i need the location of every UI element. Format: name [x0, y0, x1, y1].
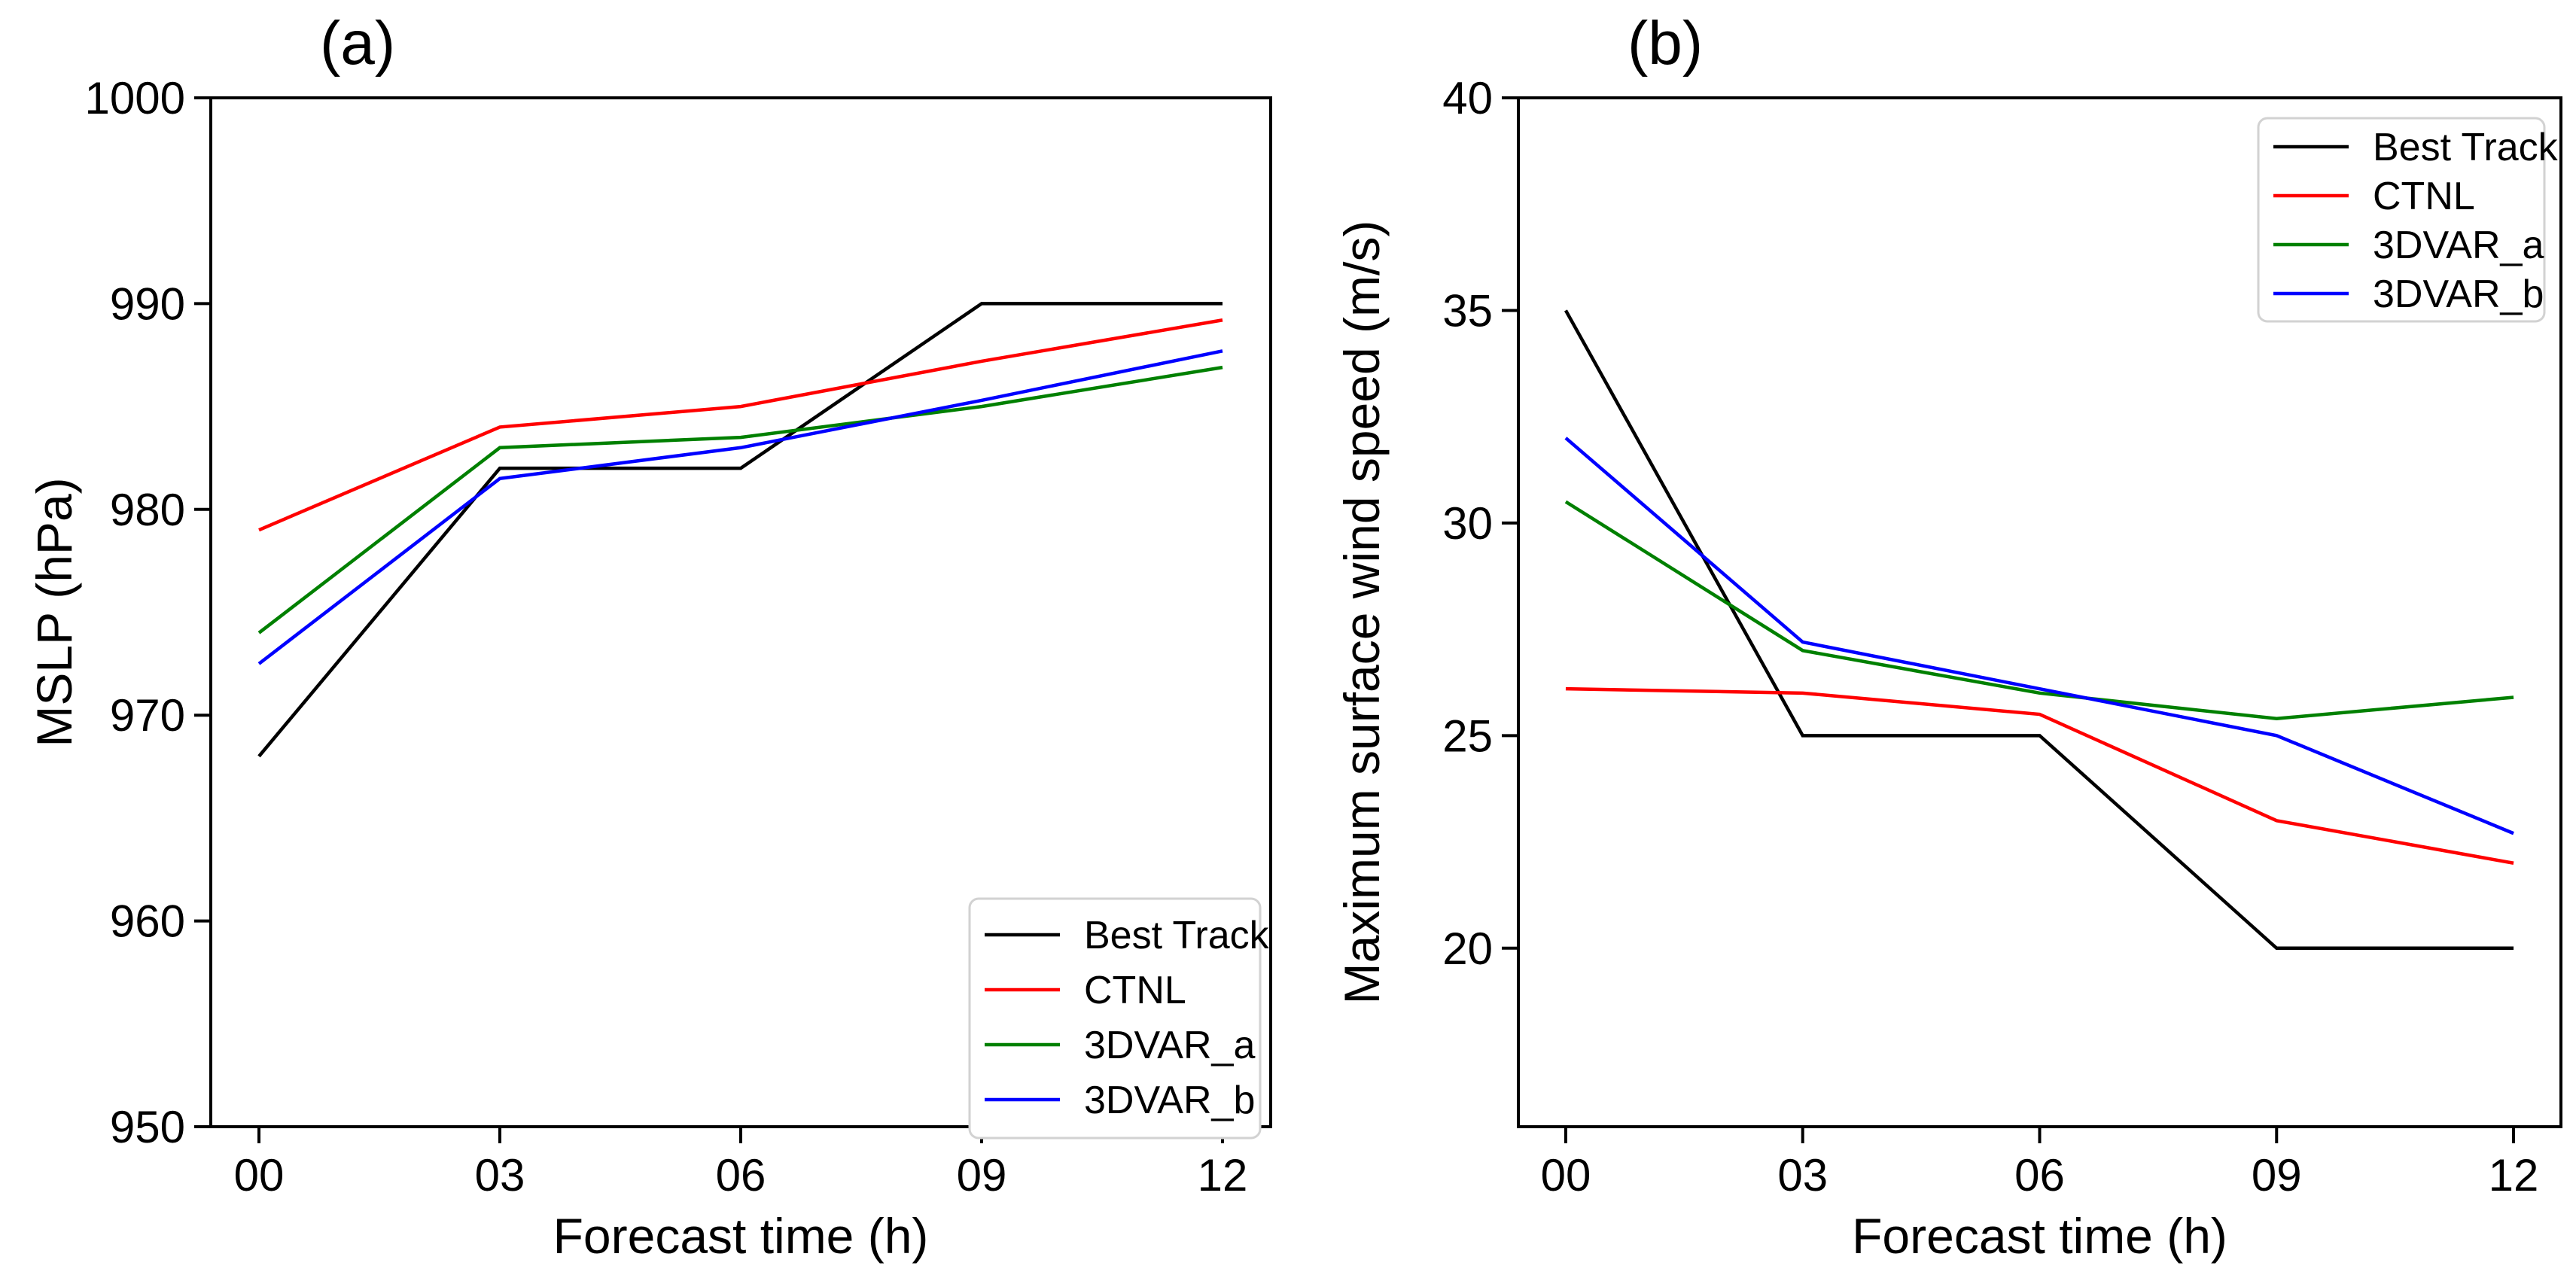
- panel-a-legend-label-ctnl: CTNL: [1084, 969, 1186, 1012]
- panel-b-x-tick-label: 06: [2014, 1150, 2065, 1200]
- panel-b-legend-label-3dvar-a: 3DVAR_a: [2373, 224, 2544, 267]
- panel-a-legend-item-ctnl: CTNL: [985, 969, 1186, 1012]
- panel-a-line-3dvar-a: [257, 365, 1223, 634]
- panel-b-title: (b): [1628, 9, 1703, 78]
- panel-b-x-tick-label: 03: [1777, 1150, 1828, 1200]
- panel-b-legend-label-3dvar-b: 3DVAR_b: [2373, 272, 2544, 316]
- panel-b-legend-item-3dvar-a: 3DVAR_a: [2273, 224, 2544, 267]
- panel-a-line-3dvar-b: [257, 349, 1223, 665]
- panel-a-legend-box: [968, 897, 1262, 1140]
- panel-a-x-ticks: 00 03 06 09 12: [234, 1127, 1248, 1200]
- panel-a-legend-label-3dvar-b: 3DVAR_b: [1084, 1079, 1255, 1122]
- panel-b-legend-box: [2257, 117, 2546, 323]
- panel-b-legend-item-ctnl: CTNL: [2273, 175, 2475, 218]
- panel-a-y-tick-label: 990: [110, 278, 185, 329]
- panel-a-x-tick-label: 06: [716, 1150, 766, 1200]
- panel-a-x-tick-label: 12: [1198, 1150, 1248, 1200]
- panel-a-legend-label-3dvar-a: 3DVAR_a: [1084, 1024, 1255, 1067]
- panel-a-y-tick-label: 1000: [85, 73, 185, 123]
- panel-a-line-best-track: [257, 302, 1223, 758]
- panel-b-y-tick-label: 40: [1442, 73, 1493, 123]
- panel-a-ylabel: MSLP (hPa): [26, 477, 82, 747]
- panel-a-legend-label-best-track: Best Track: [1084, 914, 1270, 957]
- panel-b-line-ctnl: [1565, 686, 2514, 865]
- panel-b-y-tick-label: 30: [1442, 498, 1493, 549]
- panel-b-legend-item-3dvar-b: 3DVAR_b: [2273, 272, 2544, 316]
- panel-b: 20 25 30 35 40 00 03 06 09 12 Forecast time (h) Max…: [1334, 9, 2562, 1264]
- panel-b-x-tick-label: 12: [2489, 1150, 2539, 1200]
- panel-b-x-tick-label: 09: [2252, 1150, 2302, 1200]
- panel-b-series: [1564, 309, 2514, 951]
- panel-a-legend-item-3dvar-a: 3DVAR_a: [985, 1024, 1255, 1067]
- panel-a-series: [257, 302, 1223, 758]
- panel-a: 950 960 970 980 990 1000 00 03 06 09 12 Forecast ti…: [26, 9, 1272, 1264]
- panel-b-line-best-track: [1564, 309, 2514, 951]
- panel-a-xlabel: Forecast time (h): [553, 1208, 929, 1264]
- panel-b-y-tick-label: 25: [1442, 711, 1493, 761]
- panel-b-x-tick-label: 00: [1541, 1150, 1591, 1200]
- panel-a-y-ticks: 950 960 970 980 990 1000: [85, 73, 211, 1152]
- panel-a-line-ctnl: [258, 318, 1223, 532]
- panel-a-x-tick-label: 09: [957, 1150, 1007, 1200]
- panel-a-y-tick-label: 950: [110, 1102, 185, 1152]
- panel-b-x-ticks: 00 03 06 09 12: [1541, 1127, 2539, 1200]
- panel-a-legend: Best Track CTNL 3DVAR_a 3DVAR_b: [968, 897, 1270, 1140]
- panel-a-y-tick-label: 970: [110, 690, 185, 741]
- panel-b-legend-label-ctnl: CTNL: [2373, 175, 2475, 218]
- panel-a-legend-item-3dvar-b: 3DVAR_b: [985, 1079, 1255, 1122]
- panel-b-xlabel: Forecast time (h): [1852, 1208, 2227, 1264]
- panel-b-y-ticks: 20 25 30 35 40: [1442, 73, 1518, 974]
- panel-a-x-tick-label: 00: [234, 1150, 285, 1200]
- panel-a-legend-item-best-track: Best Track: [985, 914, 1270, 957]
- panel-b-ylabel: Maximum surface wind speed (m/s): [1334, 221, 1390, 1005]
- panel-b-line-3dvar-a: [1564, 500, 2514, 720]
- panel-b-line-3dvar-b: [1564, 437, 2514, 835]
- panel-a-title: (a): [320, 9, 395, 78]
- panel-b-legend-label-best-track: Best Track: [2373, 126, 2559, 169]
- panel-b-legend-item-best-track: Best Track: [2273, 126, 2559, 169]
- panel-b-y-tick-label: 20: [1442, 924, 1493, 974]
- panel-a-x-tick-label: 03: [475, 1150, 525, 1200]
- panel-b-y-tick-label: 35: [1442, 285, 1493, 336]
- panel-a-y-tick-label: 980: [110, 485, 185, 535]
- panel-a-y-tick-label: 960: [110, 896, 185, 947]
- panel-b-legend: Best Track CTNL 3DVAR_a 3DVAR_b: [2257, 117, 2559, 323]
